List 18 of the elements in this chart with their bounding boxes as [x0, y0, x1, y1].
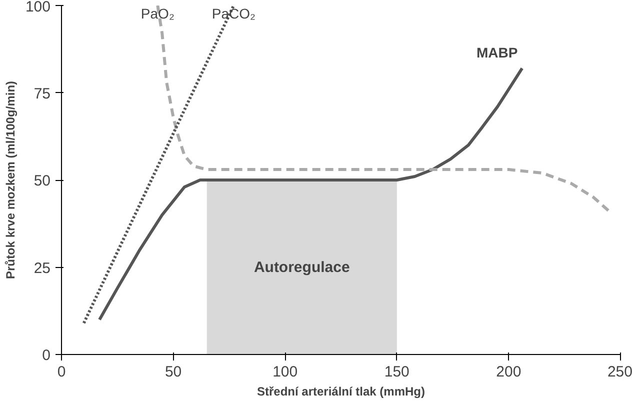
x-tick-label: 100 [272, 364, 298, 380]
y-tick-label: 0 [42, 347, 50, 364]
y-tick-label: 50 [34, 172, 51, 190]
line-series [98, 66, 524, 322]
x-tick-label: 50 [164, 364, 182, 380]
x-tick-label: 150 [384, 364, 410, 380]
series-label: MABP [476, 44, 518, 60]
x-tick-label: 250 [607, 364, 632, 380]
series-label: PaO₂ [140, 6, 174, 22]
series-label: PaCO₂ [212, 6, 256, 22]
x-tick-label: 0 [57, 364, 66, 380]
y-tick-label: 25 [34, 260, 51, 277]
y-tick-label: 75 [34, 85, 51, 102]
y-axis-title: Průtok krve mozkem (ml/100g/min) [3, 80, 18, 280]
x-axis-title: Střední arteriální tlak (mmHg) [256, 384, 426, 398]
x-tick-label: 200 [496, 364, 522, 380]
annotation: Autoregulace [254, 258, 350, 276]
y-tick-label: 100 [25, 0, 51, 16]
